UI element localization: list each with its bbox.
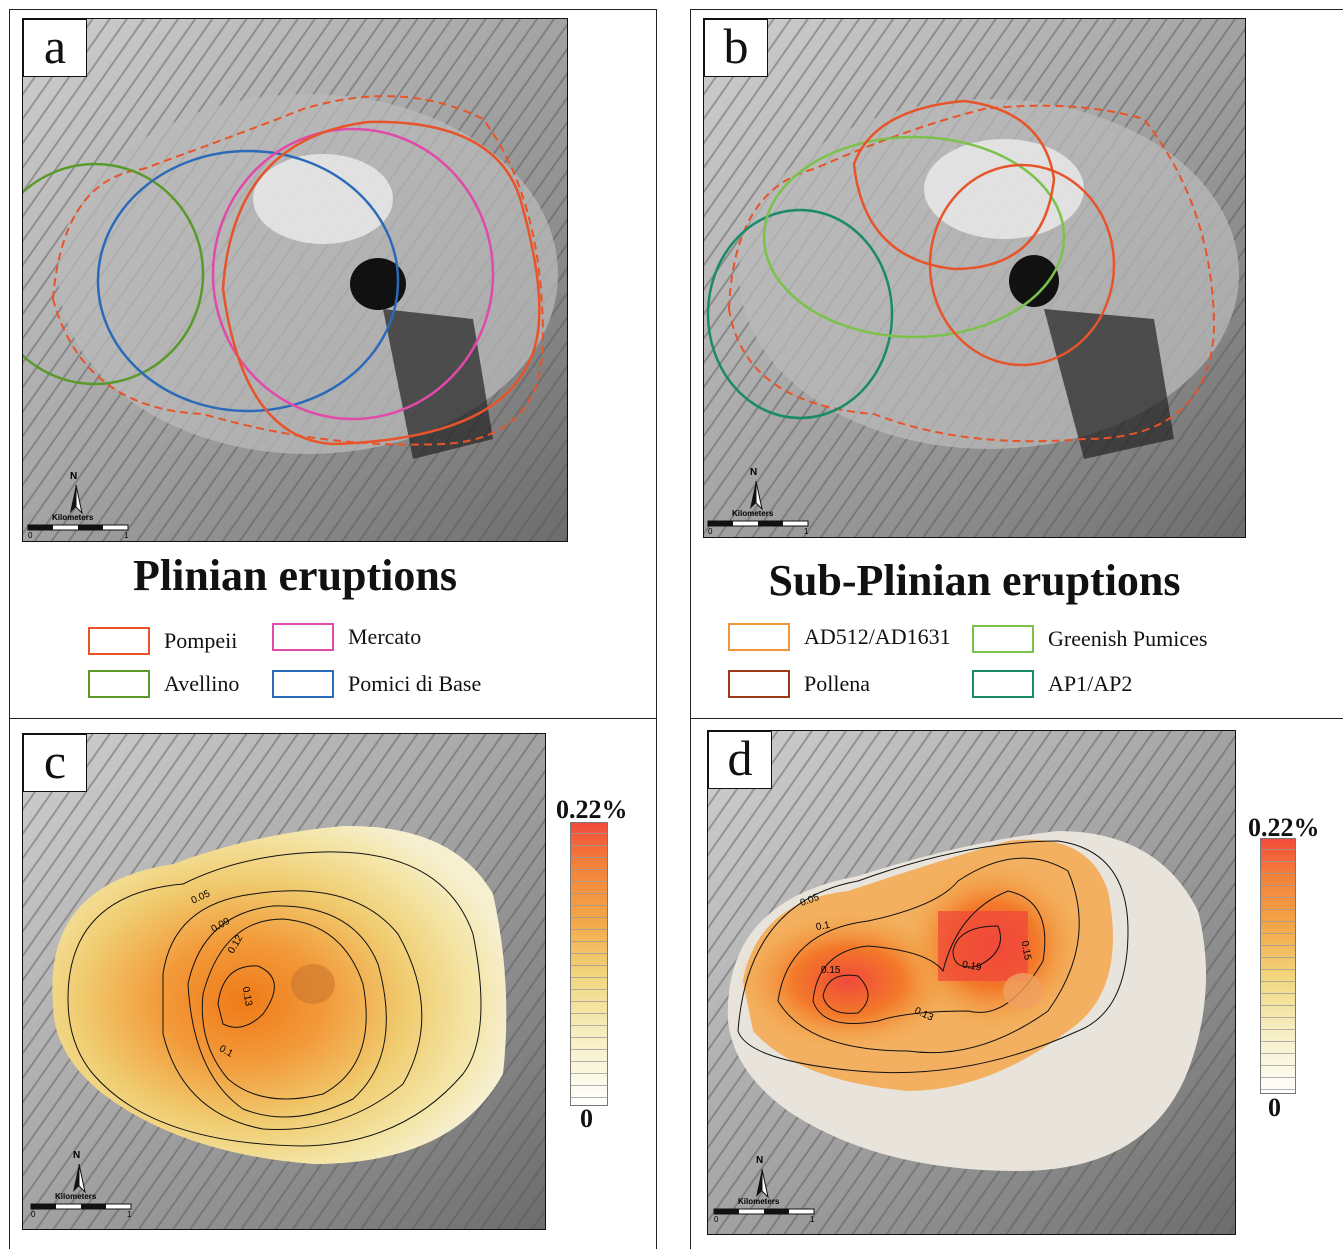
scale-min-label: 0: [28, 531, 33, 540]
legend-swatch: [728, 623, 790, 651]
legend-label: Pompeii: [164, 628, 238, 653]
scale-max-label: 1: [124, 531, 129, 540]
scale-min-label: 0: [708, 527, 713, 536]
scalebar-d: N Kilometers 0 1: [712, 1155, 820, 1225]
panel-letter-c: c: [23, 734, 87, 792]
colorbar-d-max: 0.22%: [1248, 813, 1320, 842]
middle-divider-left: [9, 718, 657, 719]
panel-letter-d: d: [708, 731, 772, 789]
map-b-graphics: [704, 19, 1245, 537]
legend-swatch: [728, 670, 790, 698]
legend-b-item-ad512: AD512/AD1631: [728, 622, 951, 652]
legend-swatch: [272, 670, 334, 698]
colorbar-d-min: 0: [1268, 1093, 1281, 1122]
north-label: N: [756, 1155, 764, 1166]
colorbar-c-min: 0: [580, 1104, 593, 1133]
scalebar-c: N Kilometers 0 1: [29, 1150, 137, 1220]
colorbar-c: [570, 822, 608, 1106]
mid-divider-left: [656, 9, 657, 1249]
top-border-left: [9, 9, 657, 10]
north-arrow-icon: [27, 484, 129, 531]
north-label: N: [73, 1150, 81, 1161]
legend-label: Avellino: [164, 671, 240, 696]
north-label: N: [70, 471, 78, 482]
scale-units-label: Kilometers: [52, 513, 94, 522]
colorbar-d-graphic: [1260, 838, 1296, 1094]
scale-min-label: 0: [31, 1210, 36, 1219]
legend-a-item-pompeii: Pompeii: [88, 626, 237, 656]
north-label: N: [750, 467, 758, 478]
scalebar-b: N Kilometers 0 1: [706, 467, 814, 537]
colorbar-d: [1260, 838, 1296, 1094]
title-plinian: Plinian eruptions: [133, 551, 457, 600]
map-a-graphics: [23, 19, 567, 541]
north-arrow-icon: [713, 1168, 815, 1215]
legend-swatch: [88, 627, 150, 655]
scale-max-label: 1: [804, 527, 809, 536]
colorbar-c-max: 0.22%: [556, 795, 628, 824]
north-arrow-icon: [707, 480, 809, 527]
legend-label: Pomici di Base: [348, 671, 482, 696]
north-arrow-icon: [30, 1163, 132, 1210]
legend-b-item-ap1-ap2: AP1/AP2: [972, 669, 1132, 699]
map-panel-b: b N Kilometers 0 1: [703, 18, 1246, 538]
scale-units-label: Kilometers: [55, 1192, 97, 1201]
map-c-graphics: [23, 734, 545, 1229]
legend-swatch: [972, 625, 1034, 653]
legend-label: Greenish Pumices: [1048, 626, 1208, 651]
legend-a-item-avellino: Avellino: [88, 669, 239, 699]
panel-letter-a: a: [23, 19, 87, 77]
legend-a-item-pomici-di-base: Pomici di Base: [272, 669, 481, 699]
legend-b-item-pollena: Pollena: [728, 669, 870, 699]
scale-min-label: 0: [714, 1215, 719, 1224]
scale-max-label: 1: [810, 1215, 815, 1224]
panel-letter-b: b: [704, 19, 768, 77]
legend-b-item-greenish-pumices: Greenish Pumices: [972, 624, 1207, 654]
left-border: [9, 9, 10, 1249]
legend-label: AD512/AD1631: [804, 624, 951, 649]
scale-units-label: Kilometers: [738, 1197, 780, 1206]
legend-swatch: [972, 670, 1034, 698]
title-sub-plinian: Sub-Plinian eruptions: [768, 556, 1181, 605]
scalebar-a: N Kilometers 0 1: [26, 471, 134, 541]
legend-swatch: [272, 623, 334, 651]
top-border-right: [690, 9, 1343, 10]
legend-a-item-mercato: Mercato: [272, 622, 421, 652]
contour-label-d-2: 0.15: [821, 965, 841, 976]
legend-swatch: [88, 670, 150, 698]
legend-label: AP1/AP2: [1048, 671, 1133, 696]
map-panel-c: c 0.05 0.09 0.12 0.13 0.1 N Kilometers 0…: [22, 733, 546, 1230]
scale-units-label: Kilometers: [732, 509, 774, 518]
legend-label: Mercato: [348, 624, 422, 649]
scale-max-label: 1: [127, 1210, 132, 1219]
legend-label: Pollena: [804, 671, 870, 696]
middle-divider-right: [690, 718, 1343, 719]
mid-divider-right: [690, 9, 691, 1249]
colorbar-c-graphic: [570, 822, 608, 1106]
map-d-graphics: [708, 731, 1235, 1234]
map-panel-a: a N Kilometers 0 1: [22, 18, 568, 542]
map-panel-d: d 0.05 0.1 0.15 0.19 0.15 0.13 N Kilomet…: [707, 730, 1236, 1235]
